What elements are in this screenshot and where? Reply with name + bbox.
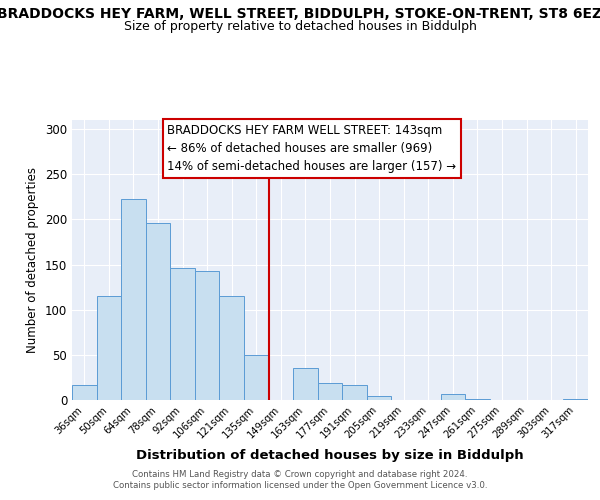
Bar [146,223,170,400]
Bar [465,399,490,400]
Bar [220,296,244,400]
Bar [563,399,588,400]
X-axis label: Distribution of detached houses by size in Biddulph: Distribution of detached houses by size … [136,449,524,462]
Bar [342,384,367,400]
Bar [72,384,97,400]
Bar [367,396,391,400]
Text: BRADDOCKS HEY FARM, WELL STREET, BIDDULPH, STOKE-ON-TRENT, ST8 6EZ: BRADDOCKS HEY FARM, WELL STREET, BIDDULP… [0,8,600,22]
Bar [195,271,220,400]
Bar [293,368,318,400]
Bar [121,200,146,400]
Bar [244,355,269,400]
Y-axis label: Number of detached properties: Number of detached properties [26,167,40,353]
Bar [440,394,465,400]
Bar [97,296,121,400]
Bar [318,383,342,400]
Text: BRADDOCKS HEY FARM WELL STREET: 143sqm
← 86% of detached houses are smaller (969: BRADDOCKS HEY FARM WELL STREET: 143sqm ←… [167,124,457,173]
Bar [170,268,195,400]
Text: Contains HM Land Registry data © Crown copyright and database right 2024.: Contains HM Land Registry data © Crown c… [132,470,468,479]
Text: Contains public sector information licensed under the Open Government Licence v3: Contains public sector information licen… [113,481,487,490]
Text: Size of property relative to detached houses in Biddulph: Size of property relative to detached ho… [124,20,476,33]
